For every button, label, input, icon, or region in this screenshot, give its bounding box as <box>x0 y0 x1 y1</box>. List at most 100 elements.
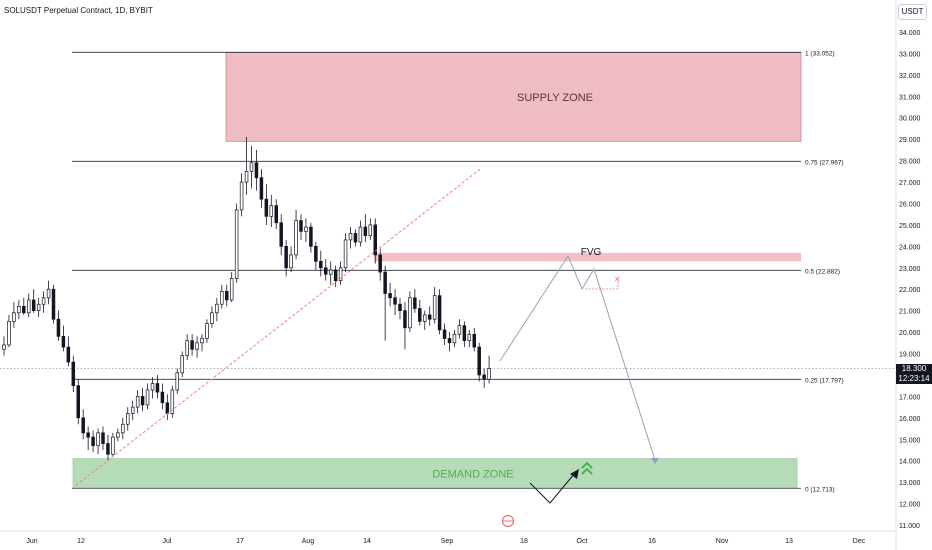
candle-body[interactable] <box>452 333 457 344</box>
candle-body[interactable] <box>413 297 417 309</box>
candle-body[interactable] <box>467 333 472 342</box>
candle-body[interactable] <box>259 177 264 200</box>
projection-path[interactable] <box>499 254 656 461</box>
candle-body[interactable] <box>447 338 452 344</box>
candle-body[interactable] <box>487 368 491 380</box>
candle-body[interactable] <box>140 396 145 406</box>
candle-body[interactable] <box>254 162 259 179</box>
candle-body[interactable] <box>343 239 348 269</box>
candle-body[interactable] <box>482 374 486 380</box>
candle-body[interactable] <box>378 254 382 273</box>
candle-body[interactable] <box>279 222 283 247</box>
candle-body[interactable] <box>319 261 323 269</box>
candle-body[interactable] <box>27 299 31 314</box>
candle-body[interactable] <box>170 389 175 414</box>
candle-body[interactable] <box>12 312 16 322</box>
candle-body[interactable] <box>130 406 135 414</box>
candle-body[interactable] <box>338 267 343 281</box>
candle-body[interactable] <box>61 336 66 348</box>
candle-body[interactable] <box>368 224 373 236</box>
supply-zone-box[interactable] <box>225 51 802 142</box>
candle-body[interactable] <box>274 205 279 224</box>
candle-body[interactable] <box>195 342 199 350</box>
candle-body[interactable] <box>437 295 442 331</box>
candle-body[interactable] <box>304 226 308 232</box>
candle-body[interactable] <box>86 432 90 438</box>
candle-body[interactable] <box>427 314 432 320</box>
candle-body[interactable] <box>269 205 274 217</box>
currency-button[interactable]: USDT <box>898 4 927 20</box>
candle-body[interactable] <box>328 269 333 275</box>
candle-body[interactable] <box>111 436 115 455</box>
candle-body[interactable] <box>91 436 95 447</box>
candle-body[interactable] <box>22 306 26 314</box>
candle-body[interactable] <box>477 346 481 376</box>
candle-body[interactable] <box>36 303 41 312</box>
candle-body[interactable] <box>66 346 71 363</box>
candle-body[interactable] <box>7 321 11 346</box>
candle-body[interactable] <box>56 318 61 337</box>
candle-body[interactable] <box>205 323 209 339</box>
candle-body[interactable] <box>373 224 378 256</box>
candle-body[interactable] <box>249 162 254 172</box>
bounce-arrow[interactable] <box>529 472 576 504</box>
candle-body[interactable] <box>165 402 170 414</box>
candle-body[interactable] <box>41 297 46 305</box>
trendline[interactable] <box>75 168 481 486</box>
candle-body[interactable] <box>348 233 353 241</box>
candle-body[interactable] <box>185 340 189 357</box>
candle-body[interactable] <box>284 245 288 269</box>
candle-body[interactable] <box>462 325 467 342</box>
candle-body[interactable] <box>299 220 303 232</box>
candle-body[interactable] <box>106 443 110 455</box>
candle-body[interactable] <box>457 325 462 335</box>
candle-body[interactable] <box>309 226 313 247</box>
candle-body[interactable] <box>116 432 120 438</box>
candle-body[interactable] <box>442 329 447 339</box>
candle-body[interactable] <box>383 271 387 294</box>
candle-body[interactable] <box>244 170 249 183</box>
candle-body[interactable] <box>324 267 328 275</box>
fvg-retest-marker[interactable] <box>585 280 619 290</box>
candle-body[interactable] <box>121 423 125 434</box>
candle-body[interactable] <box>180 355 184 374</box>
candle-body[interactable] <box>432 295 437 320</box>
candle-body[interactable] <box>71 361 76 387</box>
candle-body[interactable] <box>51 288 56 320</box>
candle-body[interactable] <box>388 293 392 299</box>
candle-body[interactable] <box>423 314 427 322</box>
candle-body[interactable] <box>403 310 407 329</box>
candle-body[interactable] <box>239 181 244 211</box>
candle-body[interactable] <box>150 383 155 391</box>
candle-body[interactable] <box>2 344 6 350</box>
candle-body[interactable] <box>393 297 397 305</box>
candle-body[interactable] <box>17 306 21 314</box>
candle-body[interactable] <box>264 198 269 217</box>
candle-body[interactable] <box>314 245 318 262</box>
candle-body[interactable] <box>155 383 160 393</box>
candle-body[interactable] <box>96 432 100 447</box>
candle-body[interactable] <box>125 413 130 425</box>
candle-body[interactable] <box>145 389 150 406</box>
candle-body[interactable] <box>408 297 412 329</box>
candle-body[interactable] <box>31 299 36 312</box>
candle-body[interactable] <box>101 432 105 444</box>
candle-body[interactable] <box>76 385 80 419</box>
candle-body[interactable] <box>472 333 477 348</box>
candle-body[interactable] <box>160 391 165 404</box>
candle-body[interactable] <box>294 220 298 256</box>
candle-body[interactable] <box>215 303 219 314</box>
candle-body[interactable] <box>175 372 180 391</box>
candle-body[interactable] <box>46 288 51 299</box>
candle-body[interactable] <box>353 233 358 243</box>
candle-body[interactable] <box>135 396 140 408</box>
candle-body[interactable] <box>398 303 402 312</box>
candle-body[interactable] <box>358 226 363 243</box>
candle-body[interactable] <box>418 308 422 322</box>
candle-body[interactable] <box>225 291 229 301</box>
candle-body[interactable] <box>234 209 239 279</box>
candle-body[interactable] <box>200 338 204 344</box>
candle-body[interactable] <box>220 291 224 305</box>
candle-body[interactable] <box>229 278 234 301</box>
